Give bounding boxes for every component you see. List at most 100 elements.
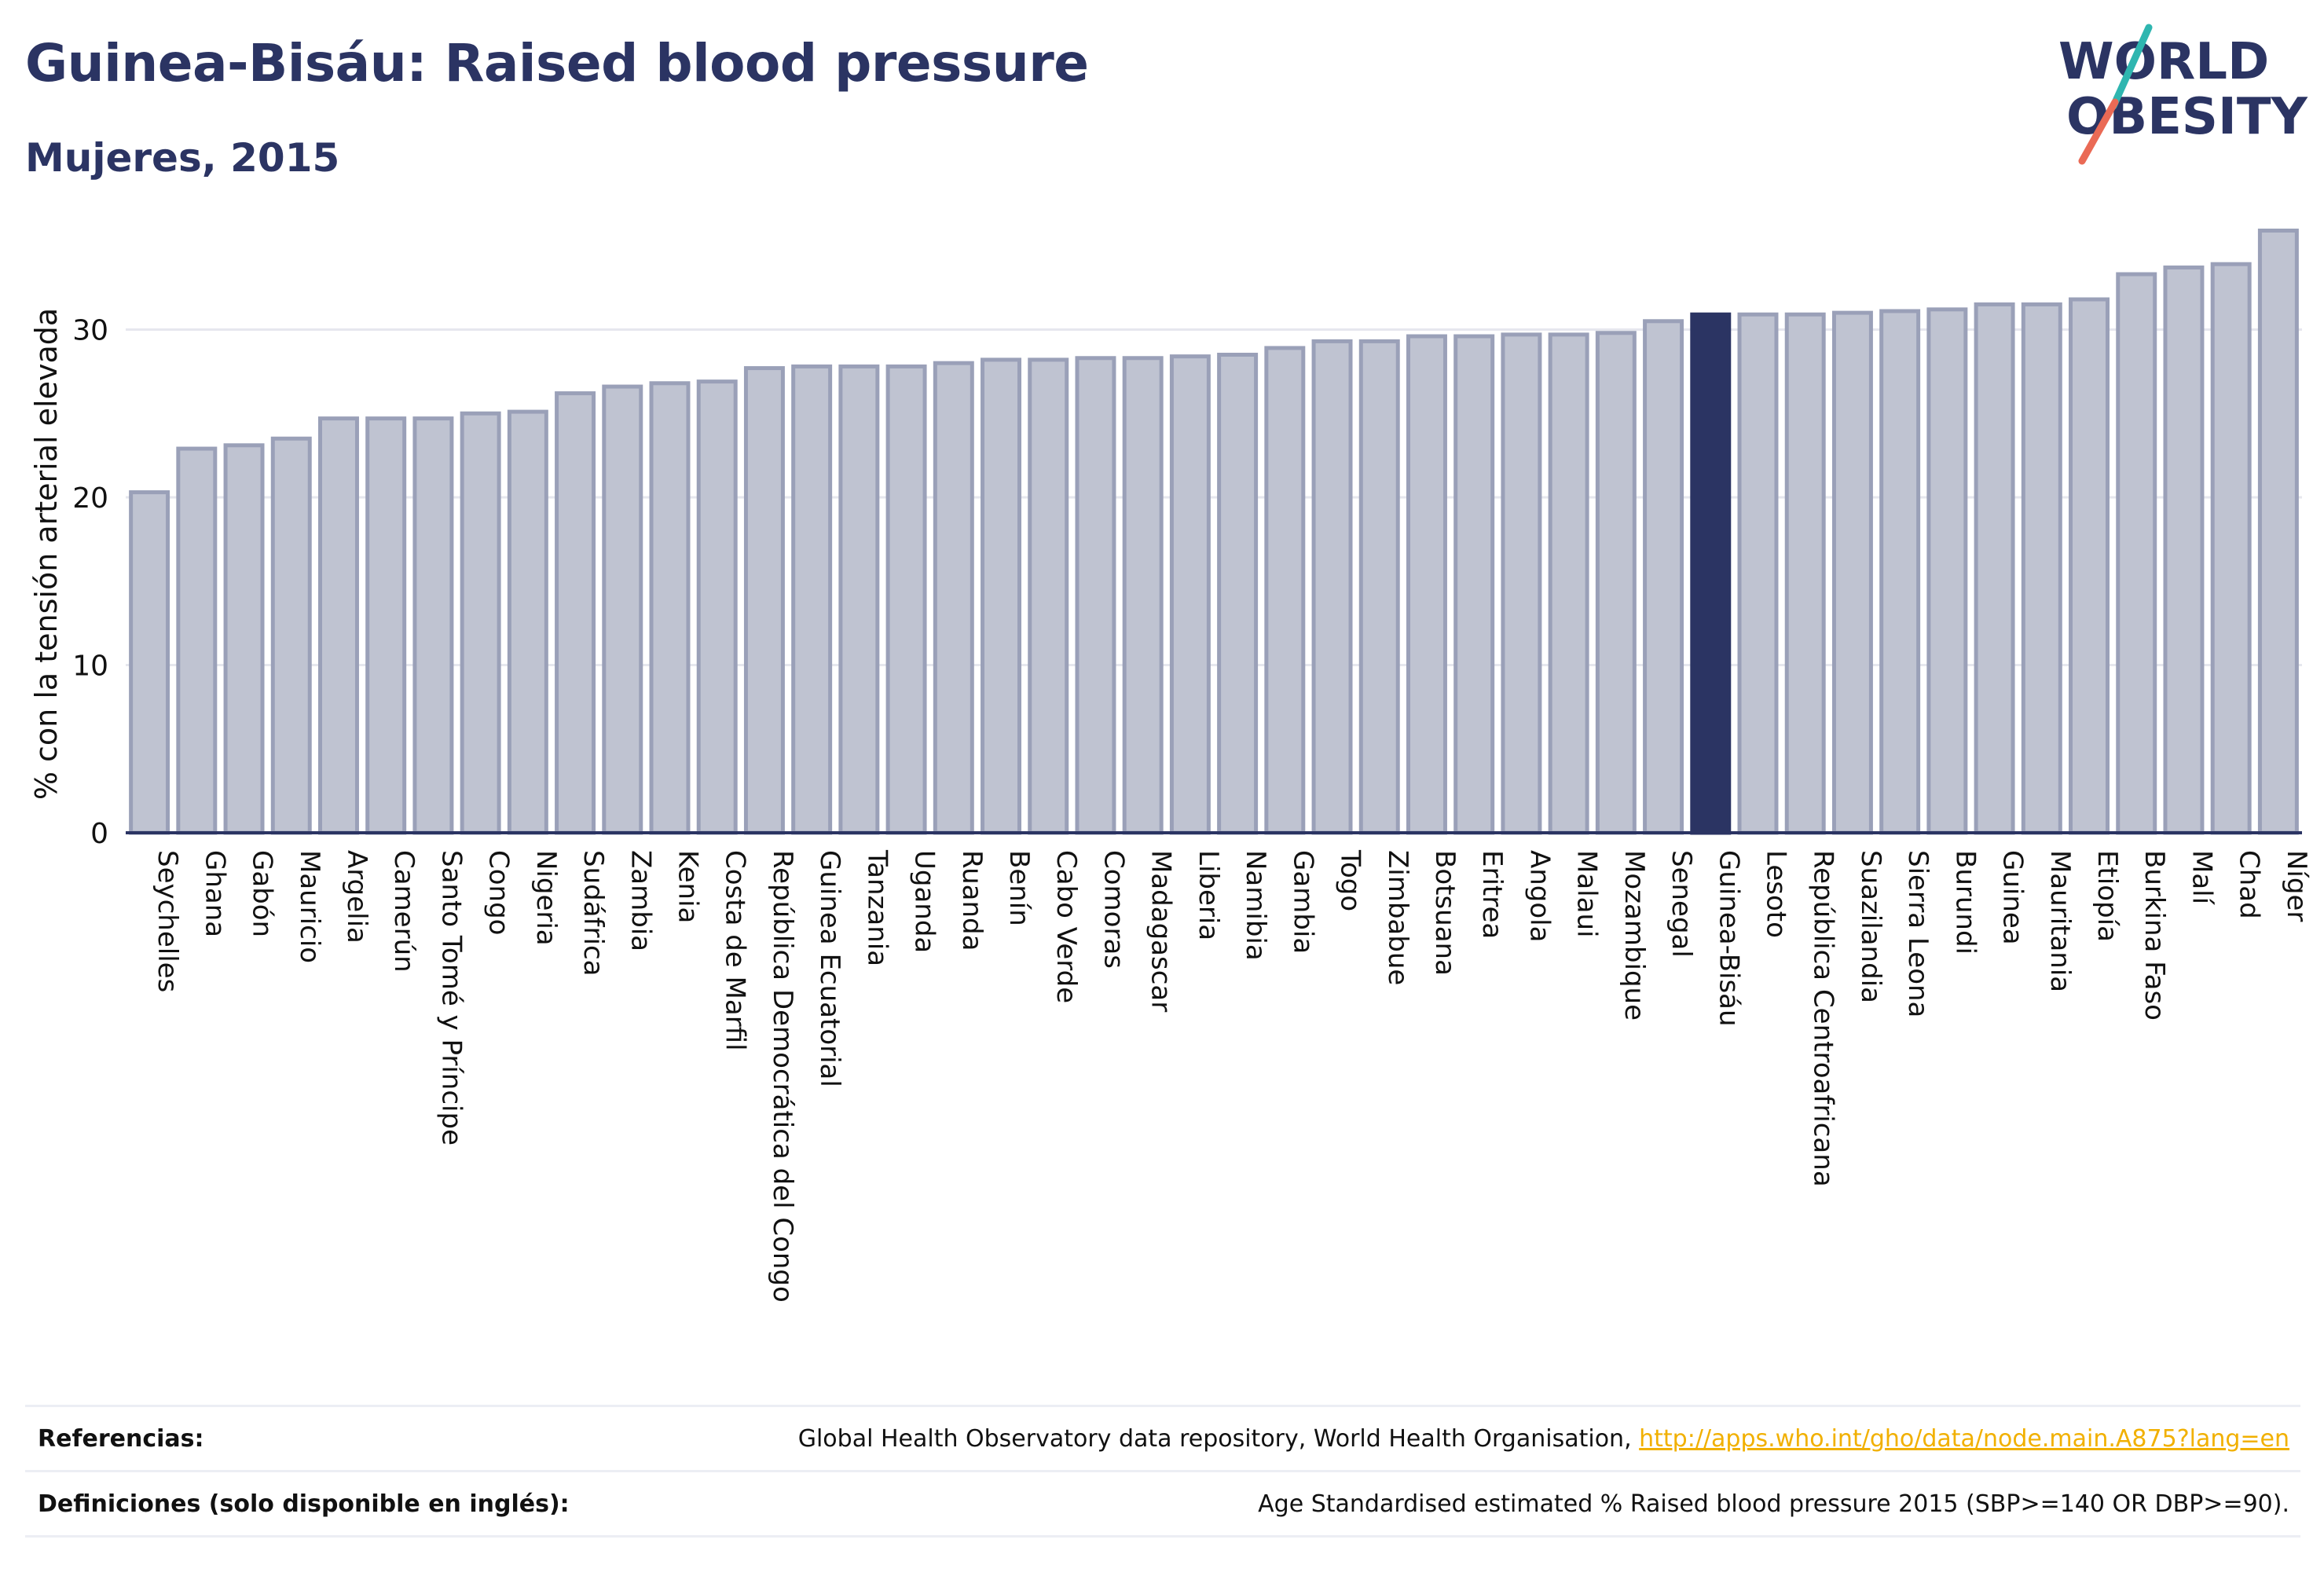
bar[interactable] — [1926, 307, 1968, 835]
bar[interactable] — [838, 364, 880, 835]
bar[interactable] — [743, 366, 785, 835]
bar[interactable] — [1595, 331, 1637, 835]
bar[interactable] — [602, 384, 643, 835]
x-tick-label: Liberia — [1193, 850, 1224, 940]
definitions-row: Definiciones (solo disponible en inglés)… — [25, 1470, 2300, 1538]
bar[interactable] — [1406, 334, 1447, 835]
logo-slash-coral — [2078, 98, 2119, 165]
x-tick-label: República Democrática del Congo — [767, 850, 798, 1303]
x-tick-label: Mozambique — [1618, 850, 1650, 1021]
x-tick-label: Botsuana — [1429, 850, 1461, 976]
x-tick-label: Cabo Verde — [1050, 850, 1082, 1003]
bar[interactable] — [2163, 265, 2205, 835]
x-tick-label: Burkina Faso — [2139, 850, 2170, 1021]
bar[interactable] — [2069, 297, 2110, 835]
bar[interactable] — [365, 416, 407, 835]
y-axis-label: % con la tensión arterial elevada — [29, 308, 64, 800]
bar[interactable] — [1879, 309, 1921, 835]
x-tick-label: Senegal — [1666, 850, 1697, 958]
world-obesity-logo[interactable]: WORLD OBESITY — [2051, 24, 2310, 165]
x-tick-label: Comoras — [1098, 850, 1129, 969]
bar[interactable] — [176, 446, 218, 835]
bar[interactable] — [1169, 354, 1211, 835]
bar[interactable] — [791, 364, 833, 835]
x-tick-label: Madagascar — [1146, 850, 1177, 1012]
bars — [129, 228, 2299, 835]
bar[interactable] — [1974, 302, 2015, 835]
x-tick-label: Mauritania — [2044, 850, 2076, 992]
x-tick-label: Nigeria — [530, 850, 562, 946]
bar[interactable] — [2210, 262, 2252, 835]
references-table: Referencias: Global Health Observatory d… — [25, 1405, 2300, 1538]
y-tick-label: 10 — [72, 650, 108, 682]
x-tick-label: Guinea-Bisáu — [1713, 850, 1744, 1027]
x-tick-label: Tanzania — [861, 849, 893, 966]
bar[interactable] — [507, 409, 548, 835]
x-tick-label: Guinea Ecuatorial — [814, 850, 845, 1087]
x-tick-label: Congo — [483, 850, 515, 935]
bar[interactable] — [696, 379, 738, 835]
bar-highlight[interactable] — [1690, 312, 1732, 835]
x-tick-label: Zimbabue — [1382, 850, 1413, 985]
bar[interactable] — [649, 381, 691, 835]
x-tick-label: Malaui — [1571, 850, 1603, 937]
x-tick-label: Gambia — [1287, 850, 1318, 954]
definitions-value: Age Standardised estimated % Raised bloo… — [1258, 1490, 2289, 1518]
x-tick-label: Níger — [2281, 850, 2312, 922]
x-tick-label: Costa de Marfil — [720, 850, 751, 1051]
y-tick-labels: 0 10 20 30 — [72, 314, 108, 850]
bar[interactable] — [2116, 272, 2157, 835]
bar[interactable] — [1358, 339, 1400, 835]
bar[interactable] — [933, 361, 974, 835]
references-link[interactable]: http://apps.who.int/gho/data/node.main.A… — [1639, 1424, 2289, 1453]
x-tick-label: Ghana — [199, 850, 230, 937]
x-tick-label: República Centroafricana — [1808, 850, 1839, 1187]
bar-chart: 0 10 20 30 Seychelles Ghana Gabón Mauricio Arge… — [29, 228, 2312, 1303]
x-tick-label: Suazilandia — [1855, 850, 1886, 1003]
x-tick-label: Mauricio — [294, 850, 325, 963]
x-tick-label: Lesoto — [1761, 850, 1792, 938]
bar[interactable] — [1643, 319, 1684, 835]
bar[interactable] — [460, 411, 501, 835]
bar[interactable] — [1784, 312, 1826, 835]
logo-line-world: WORLD — [2058, 33, 2269, 91]
bar[interactable] — [1028, 357, 1069, 835]
bar[interactable] — [223, 443, 265, 835]
bar[interactable] — [1311, 339, 1353, 835]
x-tick-label: Malí — [2186, 850, 2217, 906]
bar[interactable] — [2021, 302, 2062, 835]
x-tick-label: Ruanda — [956, 850, 988, 951]
references-row: Referencias: Global Health Observatory d… — [25, 1405, 2300, 1470]
x-tick-label: Sierra Leona — [1902, 850, 1934, 1017]
bar[interactable] — [885, 364, 927, 835]
bar[interactable] — [317, 416, 359, 835]
x-tick-label: Camerún — [388, 850, 420, 973]
bar[interactable] — [981, 357, 1022, 835]
x-tick-label: Santo Tomé y Príncipe — [435, 850, 467, 1145]
x-tick-label: Namibia — [1240, 850, 1271, 961]
bar[interactable] — [1548, 332, 1589, 835]
bar[interactable] — [270, 436, 312, 835]
x-tick-label: Argelia — [341, 850, 372, 944]
references-value: Global Health Observatory data repositor… — [798, 1425, 2300, 1453]
bar[interactable] — [2257, 228, 2299, 835]
y-tick-label: 20 — [72, 482, 108, 515]
bar[interactable] — [412, 416, 454, 835]
bar[interactable] — [1264, 346, 1306, 835]
x-tick-label: Sudáfrica — [577, 850, 609, 976]
bar[interactable] — [1831, 310, 1873, 835]
x-tick-label: Burundi — [1949, 850, 1981, 955]
bar[interactable] — [129, 490, 170, 835]
x-tick-label: Seychelles — [152, 850, 183, 992]
bar[interactable] — [1501, 332, 1542, 835]
bar[interactable] — [1217, 352, 1259, 835]
bar[interactable] — [1122, 356, 1164, 835]
bar[interactable] — [1737, 312, 1779, 835]
bar[interactable] — [555, 391, 596, 835]
references-label: Referencias: — [38, 1424, 204, 1453]
x-tick-label: Benín — [1003, 850, 1035, 926]
bar[interactable] — [1453, 334, 1495, 835]
x-tick-label: Guinea — [1997, 850, 2029, 945]
bar[interactable] — [1075, 356, 1116, 835]
x-tick-label: Eritrea — [1476, 850, 1508, 939]
